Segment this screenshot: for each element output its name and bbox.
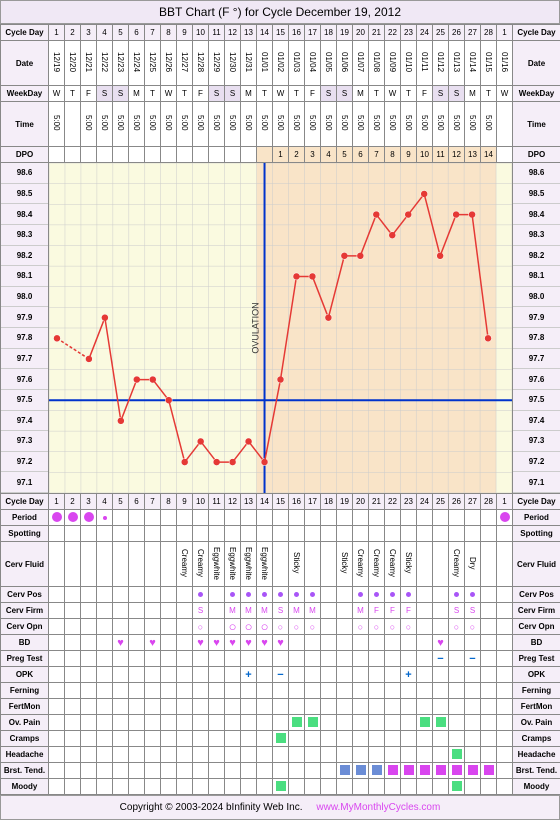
row-label-dpo: DPO	[1, 147, 49, 163]
row-label-cervfluid: Cerv Fluid	[1, 542, 49, 587]
row-label-opk: OPK	[1, 667, 49, 683]
copyright: Copyright © 2003-2024 bInfinity Web Inc.	[120, 802, 303, 813]
row-label-cycleday: Cycle Day	[1, 25, 49, 41]
row-label-bd: BD	[1, 635, 49, 651]
row-label-ferning: Ferning	[1, 683, 49, 699]
row-label-date: Date	[1, 41, 49, 86]
row-label-period: Period	[1, 510, 49, 526]
row-label-pregtest: Preg Test	[1, 651, 49, 667]
row-label-cervfirm: Cerv Firm	[1, 603, 49, 619]
row-label-cervpos: Cerv Pos	[1, 587, 49, 603]
row-label-headache: Headache	[1, 747, 49, 763]
temp-chart: OVULATION	[49, 163, 513, 494]
row-label-cramps: Cramps	[1, 731, 49, 747]
chart-title: BBT Chart (F °) for Cycle December 19, 2…	[0, 0, 560, 24]
site-link[interactable]: www.MyMonthlyCycles.com	[316, 802, 440, 813]
row-label-cycleday: Cycle Day	[1, 494, 49, 510]
bbt-table: Cycle Day1234567891011121314151617181920…	[0, 24, 560, 795]
row-label-spotting: Spotting	[1, 526, 49, 542]
row-label-time: Time	[1, 102, 49, 147]
row-label-brsttend: Brst. Tend.	[1, 763, 49, 779]
footer: Copyright © 2003-2024 bInfinity Web Inc.…	[0, 795, 560, 820]
row-label-weekday: WeekDay	[1, 86, 49, 102]
row-label-cervopn: Cerv Opn	[1, 619, 49, 635]
row-label-fertmon: FertMon	[1, 699, 49, 715]
row-label-ovpain: Ov. Pain	[1, 715, 49, 731]
svg-text:OVULATION: OVULATION	[251, 302, 261, 353]
row-label-moody: Moody	[1, 779, 49, 795]
